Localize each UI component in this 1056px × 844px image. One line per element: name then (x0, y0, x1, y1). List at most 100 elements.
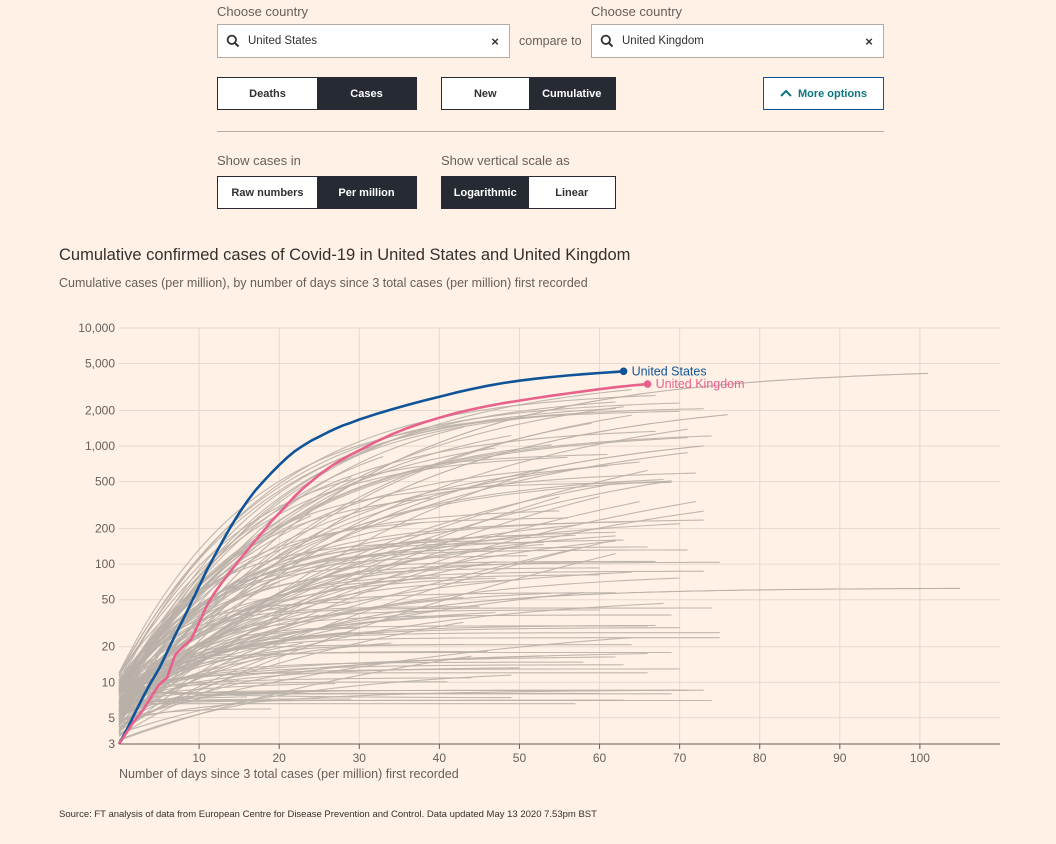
linear-option[interactable]: Linear (528, 177, 615, 208)
background-series-line (118, 414, 728, 733)
x-tick-label: 80 (753, 751, 767, 765)
background-series-line (118, 531, 616, 690)
background-series-line (118, 524, 576, 732)
y-tick-label: 500 (95, 475, 115, 489)
background-series-line (118, 575, 440, 701)
background-series-line (118, 452, 688, 693)
background-series-line (118, 478, 664, 714)
background-series-line (118, 455, 384, 704)
background-series-line (118, 651, 672, 695)
background-series-line (118, 437, 688, 687)
united-kingdom-line (117, 382, 648, 745)
country-search-primary[interactable]: × (217, 24, 510, 58)
metric-toggle: Deaths Cases (217, 77, 417, 110)
units-toggle: Raw numbers Per million (217, 176, 417, 209)
background-series-line (118, 637, 720, 705)
mode-toggle: New Cumulative (441, 77, 616, 110)
background-series-line (118, 631, 352, 706)
other-countries-lines (118, 372, 960, 742)
background-series-line (118, 519, 704, 687)
x-axis-label: Number of days since 3 total cases (per … (119, 767, 459, 781)
united-kingdom-end-dot (643, 380, 652, 388)
background-series-line (118, 444, 552, 682)
chart-axes: 3 5 10 20 50 100 200 500 1,000 2,000 5,000 10,000 10… (78, 321, 1000, 765)
country-input-compare[interactable] (622, 35, 855, 47)
chart-title: Cumulative confirmed cases of Covid-19 i… (59, 246, 631, 264)
background-series-line (118, 456, 568, 690)
x-tick-label: 30 (353, 751, 367, 765)
background-series-line (118, 563, 248, 682)
background-series-line (118, 466, 552, 733)
cumulative-option[interactable]: Cumulative (528, 78, 615, 109)
background-series-line (118, 672, 648, 703)
scale-label: Show vertical scale as (441, 153, 570, 168)
y-tick-label: 3 (108, 737, 115, 751)
background-series-line (118, 689, 688, 715)
compare-to-label: compare to (519, 34, 582, 48)
x-tick-label: 10 (192, 751, 206, 765)
y-tick-label: 20 (102, 640, 116, 654)
united-states-label: United States (632, 364, 707, 378)
background-series-line (118, 389, 632, 690)
chevron-up-icon (780, 88, 792, 100)
background-series-line (118, 664, 624, 697)
new-option[interactable]: New (442, 78, 529, 109)
background-series-line (118, 372, 928, 731)
country-label-primary: Choose country (217, 4, 309, 19)
y-tick-label: 2,000 (85, 404, 115, 418)
background-series-line (118, 401, 616, 712)
background-series-line (118, 469, 648, 686)
background-series-line (118, 410, 680, 674)
background-series-line (118, 426, 464, 727)
country-label-compare: Choose country (591, 4, 683, 19)
x-tick-label: 50 (513, 751, 527, 765)
y-tick-label: 10,000 (78, 321, 115, 335)
logarithmic-option[interactable]: Logarithmic (442, 177, 529, 208)
y-tick-label: 5,000 (85, 357, 115, 371)
close-icon[interactable]: × (491, 33, 499, 49)
show-cases-label: Show cases in (217, 153, 301, 168)
background-series-line (118, 497, 432, 688)
background-series-line (118, 484, 608, 716)
background-series-line (118, 587, 960, 737)
background-series-line (118, 408, 704, 705)
background-series-line (118, 690, 328, 713)
raw-numbers-option[interactable]: Raw numbers (218, 177, 317, 208)
united-states-end-dot (619, 367, 628, 376)
background-series-line (118, 596, 464, 725)
background-series-line (118, 607, 288, 682)
y-tick-label: 1,000 (85, 439, 115, 453)
deaths-option[interactable]: Deaths (218, 78, 317, 109)
background-series-line (118, 481, 672, 703)
background-series-line (118, 394, 656, 685)
search-icon (218, 34, 248, 48)
cases-option[interactable]: Cases (317, 78, 416, 109)
more-options-label: More options (797, 87, 868, 100)
x-tick-label: 20 (273, 751, 287, 765)
background-series-line (118, 677, 472, 690)
background-series-line (118, 655, 544, 729)
search-icon (592, 34, 622, 48)
y-tick-label: 10 (102, 675, 116, 689)
background-series-line (118, 406, 624, 692)
background-series-line (118, 679, 240, 737)
y-tick-label: 50 (102, 593, 116, 607)
country-input-primary[interactable] (248, 35, 481, 47)
controls-divider (217, 131, 884, 132)
background-series-line (118, 614, 320, 717)
background-series-line (118, 617, 280, 704)
background-series-line (118, 577, 496, 690)
background-series-line (118, 674, 512, 735)
more-options-button[interactable]: More options (763, 77, 884, 110)
y-tick-label: 200 (95, 522, 115, 536)
per-million-option[interactable]: Per million (317, 177, 416, 208)
country-search-compare[interactable]: × (591, 24, 884, 58)
y-tick-label: 100 (95, 557, 115, 571)
close-icon[interactable]: × (865, 33, 873, 49)
y-tick-label: 5 (108, 711, 115, 725)
x-tick-label: 100 (910, 751, 930, 765)
background-series-line (118, 611, 496, 689)
background-series-line (118, 567, 600, 690)
